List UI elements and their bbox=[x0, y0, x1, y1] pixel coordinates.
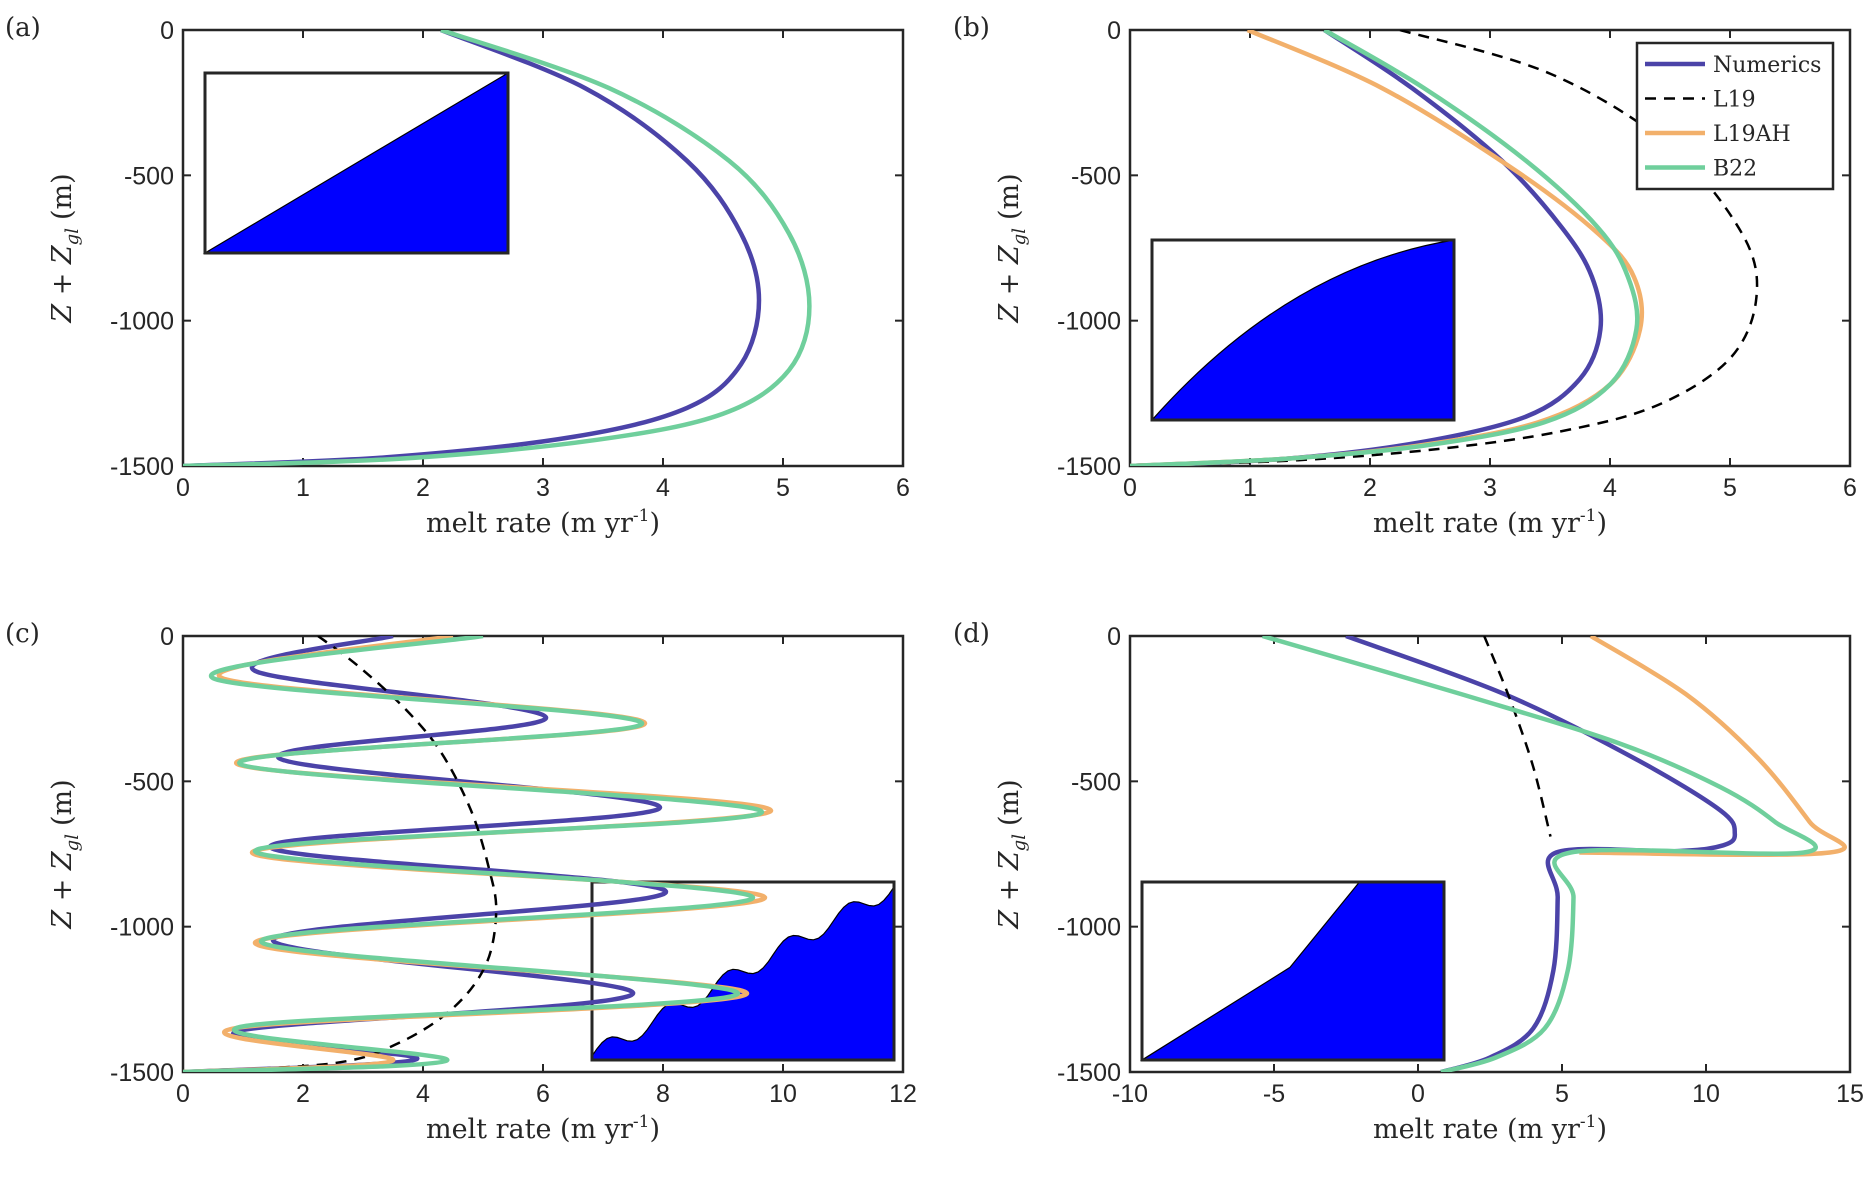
x-axis-label: melt rate (m yr-1) bbox=[426, 1112, 660, 1145]
panel-label: (d) bbox=[953, 619, 990, 649]
x-tick-label: 4 bbox=[1603, 474, 1617, 502]
x-tick-label: 10 bbox=[1692, 1080, 1720, 1108]
x-tick-label: 2 bbox=[296, 1080, 310, 1108]
legend-label-l19: L19 bbox=[1713, 88, 1756, 113]
y-axis-label: Z + Zgl(m) bbox=[47, 779, 83, 929]
y-tick-label: 0 bbox=[160, 623, 174, 651]
y-tick-label: -500 bbox=[1071, 768, 1121, 796]
inset-frame bbox=[1140, 880, 1446, 1062]
x-axis-label: melt rate (m yr-1) bbox=[426, 506, 660, 539]
series-line-b22 bbox=[1261, 636, 1818, 1072]
x-tick-label: 0 bbox=[176, 474, 190, 502]
y-tick-label: 0 bbox=[1107, 17, 1121, 45]
x-tick-label: 3 bbox=[1483, 474, 1497, 502]
x-tick-label: 6 bbox=[896, 474, 910, 502]
legend: Numerics L19 L19AH B22 bbox=[1635, 41, 1835, 191]
x-axis-label: melt rate (m yr-1) bbox=[1373, 506, 1607, 539]
x-tick-label: 2 bbox=[416, 474, 430, 502]
series-line-b22 bbox=[1130, 30, 1640, 466]
y-tick-label: -1500 bbox=[110, 1059, 174, 1087]
y-tick-label: -1500 bbox=[110, 453, 174, 481]
panel-b: 0 1 2 3 4 5 6 0 -500 -1000 -1500 (b) melt rate (m yr… bbox=[953, 13, 1857, 539]
y-tick-label: -1000 bbox=[1057, 308, 1121, 336]
y-tick-label: 0 bbox=[160, 17, 174, 45]
x-tick-label: 3 bbox=[536, 474, 550, 502]
legend-label-b22: B22 bbox=[1713, 157, 1757, 182]
y-tick-label: -500 bbox=[124, 162, 174, 190]
y-axis-label: Z + Zgl(m) bbox=[994, 173, 1030, 323]
x-tick-label: 10 bbox=[769, 1080, 797, 1108]
x-tick-label: 0 bbox=[1411, 1080, 1425, 1108]
panel-d: -10 -5 0 5 10 15 0 -500 -1000 -1500 (d) melt rate (… bbox=[953, 619, 1864, 1145]
x-tick-label: 1 bbox=[296, 474, 310, 502]
inset-ice-shape bbox=[591, 882, 895, 1061]
y-axis-label: Z + Zgl(m) bbox=[994, 779, 1030, 929]
x-tick-label: 5 bbox=[1555, 1080, 1569, 1108]
y-tick-label: -500 bbox=[1071, 162, 1121, 190]
legend-label-l19ah: L19AH bbox=[1713, 122, 1791, 147]
y-tick-label: -1500 bbox=[1057, 1059, 1121, 1087]
x-axis-label: melt rate (m yr-1) bbox=[1373, 1112, 1607, 1145]
inset-ice-shape bbox=[1150, 239, 1455, 421]
series-line-b22 bbox=[183, 636, 765, 1072]
panel-label: (a) bbox=[5, 13, 41, 43]
x-tick-label: 4 bbox=[416, 1080, 430, 1108]
y-tick-label: 0 bbox=[1107, 623, 1121, 651]
legend-label-numerics: Numerics bbox=[1713, 53, 1821, 78]
series-line-numerics bbox=[183, 636, 669, 1072]
x-tick-label: -10 bbox=[1112, 1080, 1148, 1108]
panel-label: (b) bbox=[953, 13, 990, 43]
x-tick-label: 5 bbox=[1723, 474, 1737, 502]
x-tick-label: 5 bbox=[776, 474, 790, 502]
y-tick-label: -1000 bbox=[1057, 914, 1121, 942]
series-line-l19 bbox=[183, 636, 498, 1072]
x-tick-label: 6 bbox=[536, 1080, 550, 1108]
series-line-l19 bbox=[1130, 30, 1759, 466]
x-tick-label: -5 bbox=[1263, 1080, 1285, 1108]
panel-c: 0 2 4 6 8 10 12 0 -500 -1000 -1500 (c) melt rate (m … bbox=[5, 619, 917, 1145]
y-tick-label: -1000 bbox=[110, 308, 174, 336]
y-tick-label: -1000 bbox=[110, 914, 174, 942]
x-tick-label: 15 bbox=[1836, 1080, 1864, 1108]
y-tick-label: -500 bbox=[124, 768, 174, 796]
x-tick-label: 6 bbox=[1843, 474, 1857, 502]
inset-frame bbox=[590, 880, 896, 1062]
x-tick-label: 2 bbox=[1363, 474, 1377, 502]
y-tick-label: -1500 bbox=[1057, 453, 1121, 481]
x-tick-label: 4 bbox=[656, 474, 670, 502]
x-tick-label: 12 bbox=[889, 1080, 917, 1108]
panel-label: (c) bbox=[5, 619, 40, 649]
series-line-b22 bbox=[183, 30, 812, 466]
inset-frame bbox=[1150, 238, 1456, 422]
inset-frame bbox=[203, 71, 510, 255]
series-line-numerics bbox=[183, 30, 762, 466]
legend-box bbox=[1635, 41, 1835, 191]
panel-a: 0 1 2 3 4 5 6 0 -500 -1000 -1500 (a) melt rate (m yr… bbox=[5, 13, 910, 539]
series-line-l19 bbox=[1483, 636, 1552, 837]
x-tick-label: 1 bbox=[1243, 474, 1257, 502]
y-axis-label: Z + Zgl(m) bbox=[47, 173, 83, 323]
x-tick-label: 8 bbox=[656, 1080, 670, 1108]
x-tick-label: 0 bbox=[1123, 474, 1137, 502]
x-tick-label: 0 bbox=[176, 1080, 190, 1108]
